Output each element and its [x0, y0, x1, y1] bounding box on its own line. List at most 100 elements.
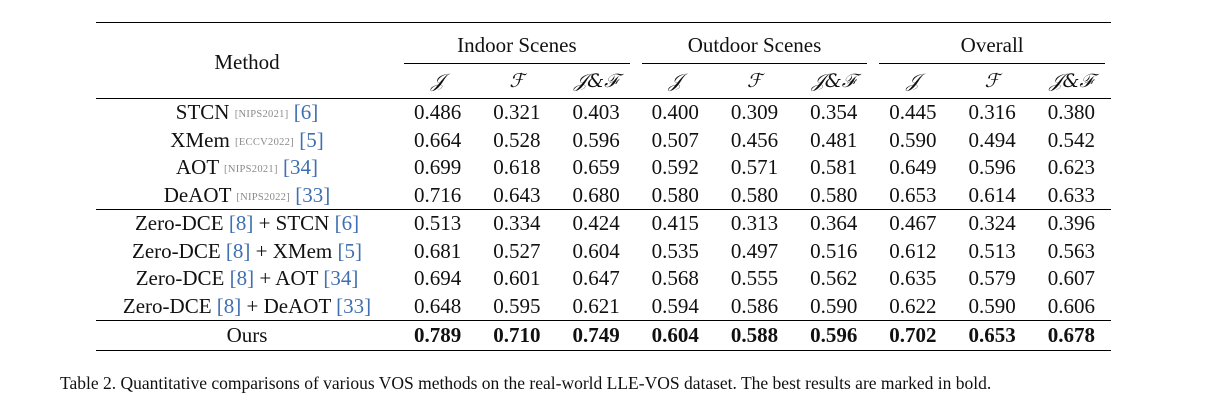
table-cell: 0.563 — [1047, 238, 1095, 263]
table-cell: 0.445 — [873, 98, 953, 127]
method-cell: XMem [ECCV2022] [5] — [96, 127, 398, 155]
ours-rows: Ours 0.789 0.710 0.749 0.604 0.588 0.596 0.702 0… — [96, 320, 1111, 351]
table-row: STCN [NIPS2021] [6] 0.486 0.321 0.403 0.400 0… — [96, 98, 1111, 127]
table-cell: 0.535 — [651, 238, 699, 263]
table-cell: 0.618 — [493, 155, 541, 180]
table-cell: 0.580 — [651, 182, 699, 207]
method-cell: Zero-DCE [8] + XMem [5] — [96, 238, 398, 266]
table-cell: 0.596 — [968, 155, 1016, 180]
method-name: DeAOT — [163, 182, 232, 207]
method-name: XMem — [170, 127, 230, 152]
table-cell: 0.527 — [493, 238, 541, 263]
table-cell: 0.716 — [414, 182, 462, 207]
table-cell: 0.648 — [414, 293, 462, 318]
method-prefix: Zero-DCE — [135, 266, 225, 291]
citation-link: [8] — [229, 266, 255, 291]
venue-tag: [NIPS2021] — [234, 109, 289, 121]
table-caption: Table 2. Quantitative comparisons of var… — [60, 373, 992, 393]
group-label-outdoor: Outdoor Scenes — [687, 33, 822, 57]
method-prefix: Zero-DCE — [132, 238, 221, 263]
table-cell: 0.595 — [493, 293, 541, 318]
table-cell: 0.623 — [1047, 155, 1095, 180]
table-cell: 0.507 — [651, 127, 699, 152]
citation-link: [5] — [299, 127, 324, 152]
table-cell: 0.316 — [952, 98, 1032, 127]
table-cell: 0.680 — [572, 182, 620, 207]
table-cell: 0.571 — [730, 155, 779, 180]
method-header: Method — [96, 22, 399, 99]
table-cell: 0.681 — [414, 238, 462, 263]
table-cell: 0.604 — [572, 238, 620, 263]
table-cell: 0.710 — [477, 320, 557, 351]
table-cell: 0.594 — [651, 293, 699, 318]
table-cell: 0.580 — [810, 182, 858, 207]
table-cell: 0.635 — [889, 266, 937, 291]
method-cell: Zero-DCE [8] + DeAOT [33] — [96, 293, 398, 321]
citation-link: [5] — [337, 238, 363, 263]
table-cell: 0.664 — [414, 127, 462, 152]
citation-link: [8] — [225, 238, 251, 263]
table-cell: 0.324 — [952, 209, 1032, 238]
table-cell: 0.481 — [810, 127, 858, 152]
venue-tag: [NIPS2022] — [236, 191, 291, 203]
table-cell: 0.612 — [889, 238, 937, 263]
citation-link: [33] — [295, 182, 331, 207]
method-cell: AOT [NIPS2021] [34] — [96, 154, 398, 182]
group-label-indoor: Indoor Scenes — [457, 33, 577, 57]
table-cell: 0.486 — [398, 98, 478, 127]
combo-rows: Zero-DCE [8] + STCN [6] 0.513 0.334 0.424 0.… — [96, 209, 1111, 321]
table-cell: 0.494 — [968, 127, 1016, 152]
method-prefix: Zero-DCE — [134, 211, 224, 236]
table-row: Zero-DCE [8] + DeAOT [33] 0.648 0.595 0.621… — [96, 293, 1111, 321]
method-combo: + DeAOT — [241, 293, 337, 318]
metric-header: ℱ — [984, 69, 1000, 92]
table-cell: 0.309 — [714, 98, 795, 127]
venue-tag: [NIPS2021] — [224, 164, 278, 176]
table-cell: 0.592 — [651, 155, 699, 180]
citation-link: [6] — [334, 211, 360, 236]
table-cell: 0.678 — [1031, 320, 1111, 351]
table-cell: 0.513 — [968, 238, 1016, 263]
table-cell: 0.590 — [968, 293, 1016, 318]
table-cell: 0.581 — [810, 155, 858, 180]
method-cell: Zero-DCE [8] + AOT [34] — [96, 265, 398, 293]
table-row: Zero-DCE [8] + AOT [34] 0.694 0.601 0.647 0.… — [96, 265, 1111, 293]
method-cell: Ours — [96, 320, 399, 351]
table-cell: 0.334 — [477, 209, 557, 238]
table-cell: 0.467 — [873, 209, 953, 238]
table-cell: 0.607 — [1047, 266, 1095, 291]
table-cell: 0.579 — [968, 266, 1016, 291]
table-cell: 0.513 — [398, 209, 478, 238]
table-cell: 0.653 — [952, 320, 1032, 351]
table-cell: 0.699 — [414, 155, 462, 180]
table-cell: 0.516 — [810, 238, 858, 263]
group-label-overall: Overall — [960, 33, 1024, 57]
table-cell: 0.588 — [714, 320, 795, 351]
metric-header: 𝒥 — [668, 69, 682, 92]
table-cell: 0.364 — [794, 209, 874, 238]
table-cell: 0.596 — [572, 127, 620, 152]
table-row: DeAOT [NIPS2022] [33] 0.716 0.643 0.680 0.58… — [96, 182, 1111, 210]
table-cell: 0.354 — [794, 98, 874, 127]
table-cell: 0.542 — [1047, 127, 1095, 152]
table-cell: 0.601 — [493, 266, 541, 291]
metric-header: 𝒥 — [906, 69, 920, 92]
table-cell: 0.653 — [889, 182, 937, 207]
group-header-indoor: Indoor Scenes — [398, 22, 636, 64]
table-row-ours: Ours 0.789 0.710 0.749 0.604 0.588 0.596 0.702 0… — [96, 320, 1111, 351]
table-cell: 0.694 — [414, 266, 462, 291]
table-cell: 0.400 — [635, 98, 715, 127]
table-cell: 0.606 — [1047, 293, 1095, 318]
table-cell: 0.528 — [493, 127, 541, 152]
metric-header: 𝒥 — [431, 69, 445, 92]
table-cell: 0.555 — [730, 266, 779, 291]
table-cell: 0.396 — [1031, 209, 1111, 238]
table-cell: 0.659 — [572, 155, 620, 180]
metric-header: ℱ — [509, 69, 525, 92]
table-cell: 0.586 — [730, 293, 779, 318]
table-row: Zero-DCE [8] + STCN [6] 0.513 0.334 0.424 0.… — [96, 209, 1111, 238]
results-table-container: Method Indoor Scenes Outdoor Scenes Over… — [96, 22, 1111, 351]
citation-link: [8] — [228, 211, 254, 236]
method-cell: STCN [NIPS2021] [6] — [96, 98, 399, 127]
table-cell: 0.649 — [889, 155, 937, 180]
